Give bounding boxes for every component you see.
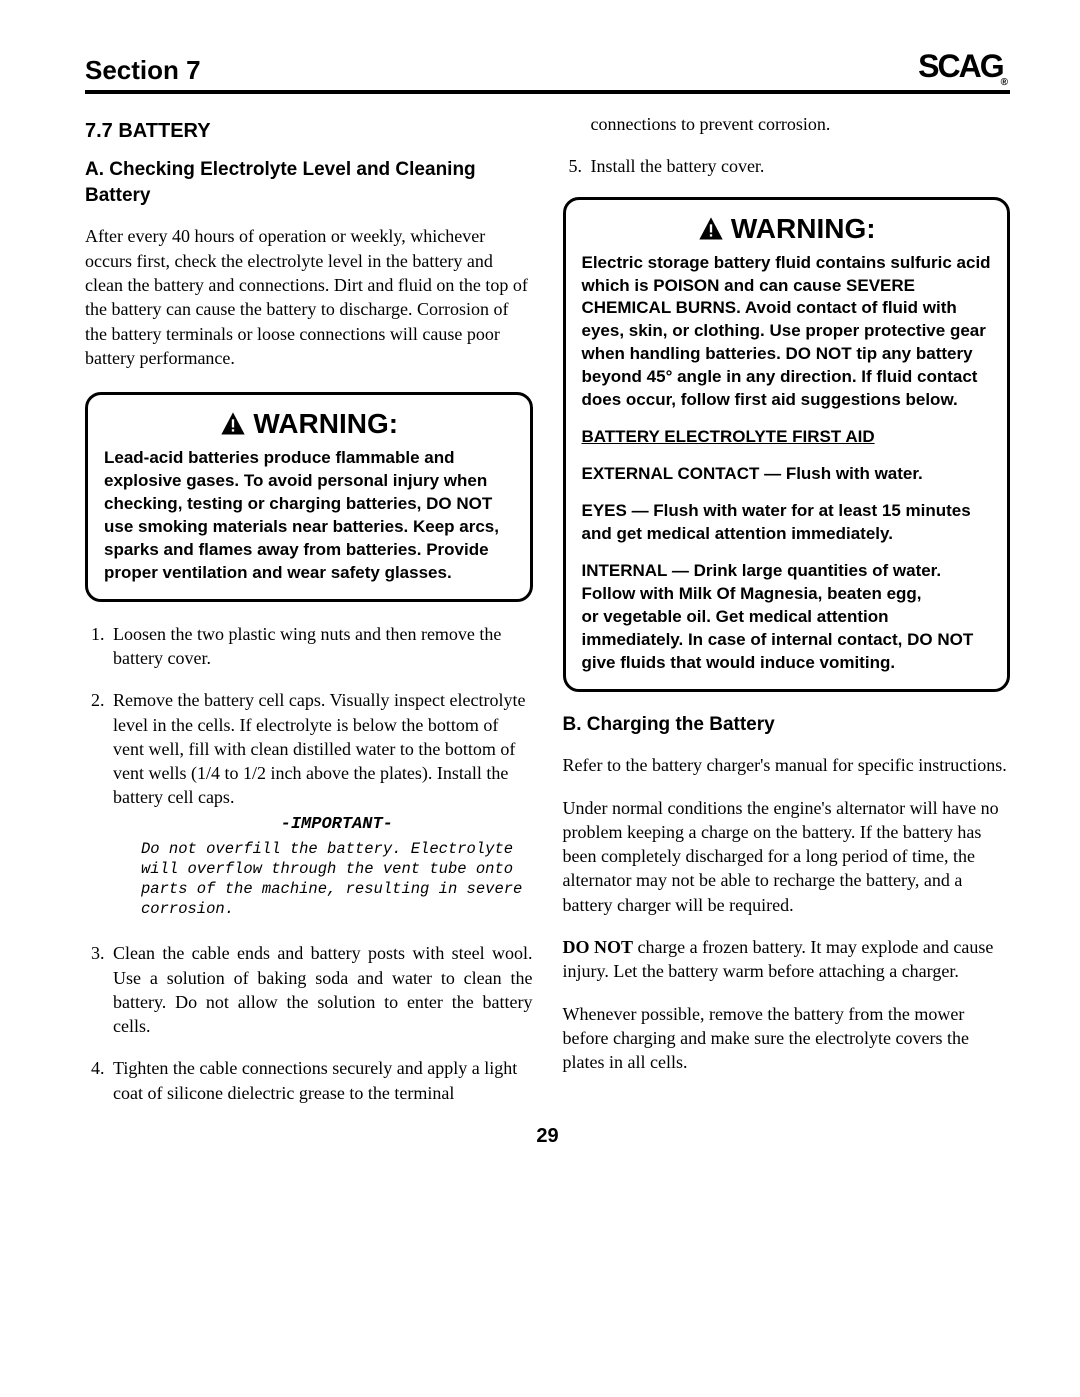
warning-body-1: Lead-acid batteries produce flammable an… <box>104 447 514 585</box>
intro-paragraph: After every 40 hours of operation or wee… <box>85 224 533 370</box>
logo-text: SCAG <box>918 48 1002 84</box>
scag-logo: SCAG® <box>918 45 1010 88</box>
step-2: Remove the battery cell caps. Visually i… <box>109 688 533 919</box>
warning-triangle-icon <box>219 410 247 438</box>
warning-box-1: WARNING: Lead-acid batteries produce fla… <box>85 392 533 601</box>
page-number: 29 <box>85 1123 1010 1150</box>
important-text: Do not overfill the battery. Electrolyte… <box>141 839 533 920</box>
subheading-b: B. Charging the Battery <box>563 712 1011 738</box>
warning-header: WARNING: <box>104 405 514 443</box>
registered-icon: ® <box>1001 77 1008 88</box>
fa-internal-line2: or vegetable oil. Get medical attention … <box>582 607 974 672</box>
warning-header-2: WARNING: <box>582 210 992 248</box>
important-label: -IMPORTANT- <box>141 814 533 837</box>
warning-text-1: Lead-acid batteries produce flammable an… <box>104 447 514 585</box>
first-aid-eyes: EYES — Flush with water for at least 15 … <box>582 500 992 546</box>
warning-title-2: WARNING: <box>731 210 876 248</box>
warn2-p1: Electric storage battery fluid contains … <box>582 252 992 413</box>
charging-p2: Under normal conditions the engine's alt… <box>563 796 1011 917</box>
warning-triangle-icon <box>697 215 725 243</box>
charging-p4: Whenever possible, remove the battery fr… <box>563 1002 1011 1075</box>
warning-box-2: WARNING: Electric storage battery fluid … <box>563 197 1011 692</box>
warning-title: WARNING: <box>253 405 398 443</box>
fa-internal-line1: INTERNAL — Drink large quantities of wat… <box>582 561 942 603</box>
step-2-text: Remove the battery cell caps. Visually i… <box>113 690 525 807</box>
do-not-bold: DO NOT <box>563 937 634 957</box>
step-3-text: Clean the cable ends and battery posts w… <box>113 941 533 1038</box>
section-label: Section 7 <box>85 53 201 88</box>
step-5: Install the battery cover. <box>587 154 1011 178</box>
content-columns: 7.7 BATTERY A. Checking Electrolyte Leve… <box>85 112 1010 1105</box>
warning-body-2: Electric storage battery fluid contains … <box>582 252 992 675</box>
first-aid-external: EXTERNAL CONTACT — Flush with water. <box>582 463 992 486</box>
subheading-a: A. Checking Electrolyte Level and Cleani… <box>85 157 533 208</box>
step-1: Loosen the two plastic wing nuts and the… <box>109 622 533 671</box>
first-aid-internal: INTERNAL — Drink large quantities of wat… <box>582 560 992 675</box>
charging-p1: Refer to the battery charger's manual fo… <box>563 753 1011 777</box>
first-aid-label: BATTERY ELECTROLYTE FIRST AID <box>582 426 992 449</box>
step-3: Clean the cable ends and battery posts w… <box>109 941 533 1038</box>
charging-p3: DO NOT charge a frozen battery. It may e… <box>563 935 1011 984</box>
heading-7-7: 7.7 BATTERY <box>85 118 533 145</box>
important-note: -IMPORTANT- Do not overfill the battery.… <box>141 814 533 920</box>
page-header: Section 7 SCAG® <box>85 45 1010 94</box>
